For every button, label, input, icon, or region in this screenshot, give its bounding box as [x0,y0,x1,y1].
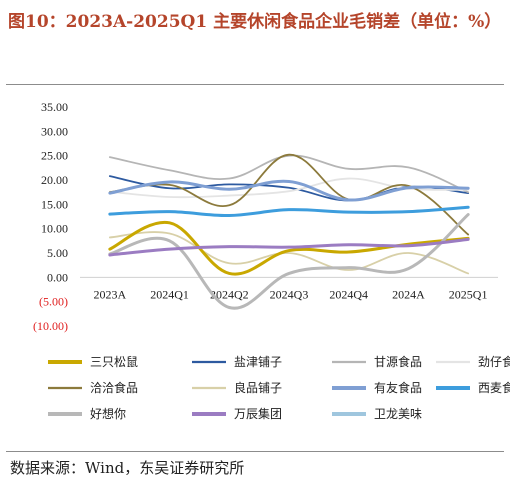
series-line [108,205,470,218]
chart-title: 图10：2023A-2025Q1 主要休闲食品企业毛销差（单位：%） [8,12,502,32]
y-tick-label: 35.00 [41,100,68,114]
x-tick-label: 2024Q4 [329,287,368,301]
legend-label: 有友食品 [374,380,422,395]
x-tick-label: 2024Q2 [210,287,249,301]
series-line [108,153,470,236]
y-tick-label: 30.00 [41,124,68,138]
y-tick-label: (10.00) [33,319,68,333]
series-line [108,231,470,275]
x-tick-label: 2023A [94,287,127,301]
series-line [108,154,470,194]
top-divider [6,84,504,85]
line-chart: 35.00 30.00 25.00 20.00 15.00 10.00 5.00 0.00 (5… [33,100,510,421]
legend-label: 三只松鼠 [90,355,138,369]
y-tick-label: (5.00) [39,295,68,309]
x-axis: 2023A 2024Q1 2024Q2 2024Q3 2024Q4 2024A 2025Q1 [94,287,488,301]
y-tick-label: 15.00 [41,197,68,211]
legend: 三只松鼠 盐津铺子 甘源食品 劲仔食品洽洽食品 良品铺子 有友食品 西麦食品好想你 万辰集团 卫… [48,354,510,421]
x-tick-label: 2025Q1 [449,287,488,301]
legend-label: 卫龙美味 [374,407,422,421]
y-tick-label: 25.00 [41,149,68,163]
y-tick-label: 20.00 [41,173,68,187]
y-tick-label: 5.00 [47,246,68,260]
plot-series [108,153,470,310]
y-tick-label: 0.00 [47,270,68,284]
legend-label: 万辰集团 [234,406,282,421]
y-tick-label: 10.00 [41,222,68,236]
series-line [108,213,470,310]
legend-label: 盐津铺子 [234,355,282,369]
legend-label: 西麦食品 [478,380,510,395]
legend-label: 甘源食品 [374,354,422,369]
y-axis: 35.00 30.00 25.00 20.00 15.00 10.00 5.00 0.00 (5… [33,100,68,333]
legend-label: 劲仔食品 [478,354,510,369]
x-tick-label: 2024A [392,287,425,301]
source-note: 数据来源：Wind，东吴证券研究所 [10,459,245,477]
series-line [108,179,470,202]
legend-label: 好想你 [90,406,126,421]
legend-label: 良品铺子 [234,380,282,395]
x-tick-label: 2024Q1 [150,287,189,301]
series-line [108,237,470,257]
bottom-divider [6,451,504,452]
x-tick-label: 2024Q3 [270,287,309,301]
legend-label: 洽洽食品 [90,380,138,395]
